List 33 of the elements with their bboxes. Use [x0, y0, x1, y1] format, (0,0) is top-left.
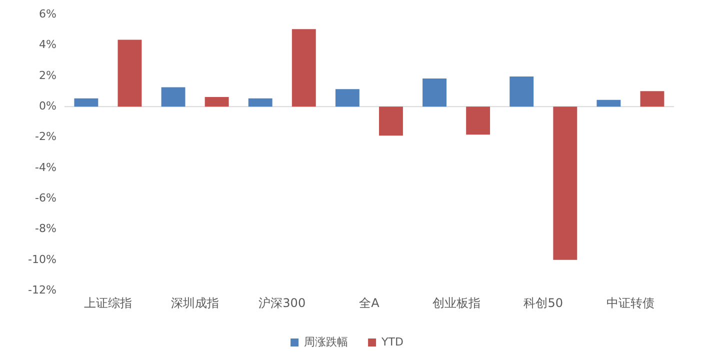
x-tick-label: 科创50 — [524, 296, 564, 310]
y-tick-label: -12% — [28, 283, 56, 296]
bar — [422, 78, 446, 107]
bar — [74, 98, 98, 107]
bar — [596, 100, 621, 107]
y-tick-label: -2% — [34, 130, 56, 144]
bar — [510, 76, 534, 107]
bar — [466, 106, 490, 135]
bar — [335, 89, 360, 107]
x-tick-label: 沪深300 — [258, 296, 306, 310]
bar — [118, 40, 142, 107]
bar — [292, 29, 316, 107]
bar — [161, 87, 186, 107]
y-tick-label: -10% — [28, 252, 56, 266]
bar — [379, 106, 403, 136]
x-tick-label: 创业板指 — [432, 296, 480, 310]
y-tick-label: 4% — [38, 38, 56, 52]
x-tick-label: 全A — [359, 296, 380, 310]
y-tick-label: -8% — [34, 222, 56, 236]
y-tick-label: 0% — [38, 99, 56, 112]
y-tick-label: 6% — [38, 7, 56, 20]
bar — [553, 106, 578, 260]
legend-label: 周涨跌幅 — [304, 335, 348, 348]
y-tick-label: -6% — [34, 191, 56, 204]
y-tick-label: 2% — [38, 68, 56, 82]
legend-label: YTD — [380, 335, 404, 348]
bar — [204, 96, 229, 107]
bar — [248, 98, 272, 107]
x-tick-label: 中证转债 — [606, 296, 654, 310]
x-tick-label: 上证综指 — [84, 296, 132, 310]
bar — [640, 91, 664, 107]
y-tick-label: -4% — [34, 160, 56, 174]
x-tick-label: 深圳成指 — [171, 296, 220, 310]
